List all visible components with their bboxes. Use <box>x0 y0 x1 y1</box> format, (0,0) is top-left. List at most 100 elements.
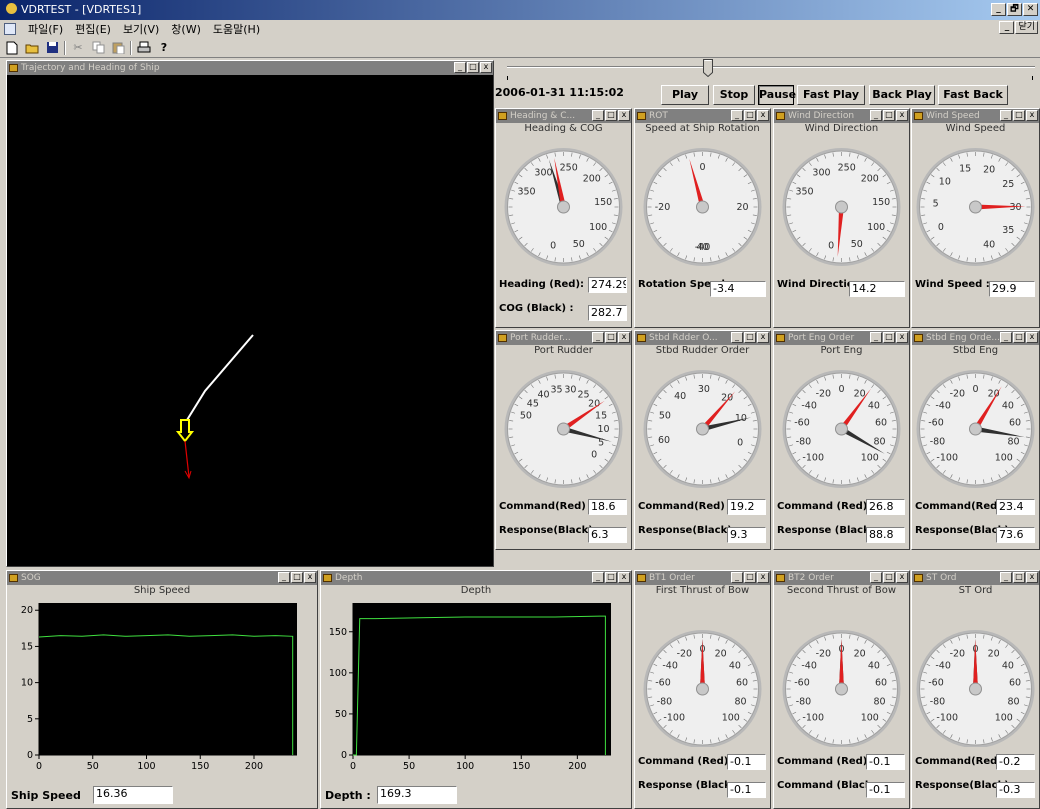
mdi-minimize-button[interactable]: _ <box>999 21 1015 34</box>
window-maximize-button[interactable]: □ <box>744 332 756 343</box>
document-icon[interactable] <box>4 23 16 35</box>
window-maximize-button[interactable]: □ <box>605 332 617 343</box>
gauge-label: Response(Black) <box>915 525 1009 536</box>
dial-tick <box>856 636 859 641</box>
dial-tick <box>816 734 819 739</box>
depth-window[interactable]: Depth _ □ x Depth 0 50 100 150 0 50 100 150 200 De… <box>320 570 632 809</box>
dial-tick-label: 50 <box>520 410 532 421</box>
gauge-window-stbdrudder[interactable]: Stbd Rdder O... _ □ x Stbd Rudder Order 30 40 5… <box>634 330 771 550</box>
window-minimize-button[interactable]: _ <box>454 62 466 73</box>
window-close-button[interactable]: x <box>618 572 630 583</box>
window-minimize-button[interactable]: _ <box>870 572 882 583</box>
menu-edit[interactable]: 편집(E) <box>75 23 111 36</box>
close-button[interactable]: ✕ <box>1023 3 1038 16</box>
window-maximize-button[interactable]: □ <box>883 572 895 583</box>
window-minimize-button[interactable]: _ <box>592 332 604 343</box>
open-folder-icon[interactable] <box>24 40 40 56</box>
window-minimize-button[interactable]: _ <box>1000 332 1012 343</box>
timeline-slider-thumb[interactable] <box>702 59 713 78</box>
gauge-window-st[interactable]: ST Ord_□xST Ord020406080100-100-80-60-40… <box>911 570 1040 809</box>
dial-tick <box>891 696 896 698</box>
dial-tick <box>1025 420 1030 422</box>
window-close-button[interactable]: x <box>896 110 908 121</box>
help-icon[interactable]: ? <box>160 41 168 54</box>
dial-tick-label: 100 <box>861 712 879 723</box>
gauge-window-rot[interactable]: ROT _ □ x Speed at Ship Rotation 0 20 40 -40 -20 R… <box>634 108 771 328</box>
window-maximize-button[interactable]: □ <box>883 110 895 121</box>
dial-tick <box>677 639 680 644</box>
menu-file[interactable]: 파일(F) <box>28 23 64 36</box>
dial-tick <box>1005 470 1009 474</box>
window-minimize-button[interactable]: _ <box>731 110 743 121</box>
trajectory-plot <box>7 75 493 566</box>
stop-button[interactable]: Stop <box>713 85 755 105</box>
window-minimize-button[interactable]: _ <box>870 110 882 121</box>
fast-back-button[interactable]: Fast Back <box>938 85 1008 105</box>
dial-tick <box>677 734 680 739</box>
dial-tick <box>983 634 985 639</box>
dial-hub <box>969 200 982 214</box>
window-minimize-button[interactable]: _ <box>592 572 604 583</box>
window-close-button[interactable]: x <box>304 572 316 583</box>
gauge-window-portrudder[interactable]: Port Rudder... _ □ x Port Rudder 25 30 35 40 45 50… <box>495 330 632 550</box>
save-icon[interactable] <box>44 40 60 56</box>
window-minimize-button[interactable]: _ <box>870 332 882 343</box>
dial-tick <box>1023 444 1028 447</box>
paste-icon[interactable] <box>110 40 126 56</box>
menu-view[interactable]: 보기(V) <box>122 23 160 36</box>
gauge-window-stbdeng[interactable]: Stbd Eng Orde... _ □ x Stbd Eng 0 20 40 60 80 100 -… <box>911 330 1040 550</box>
print-icon[interactable] <box>136 40 152 56</box>
dial-tick <box>958 737 961 742</box>
window-minimize-button[interactable]: _ <box>592 110 604 121</box>
window-maximize-button[interactable]: □ <box>291 572 303 583</box>
gauge-window-winddir[interactable]: Wind Direction _ □ x Wind Direction 150 200 250… <box>773 108 910 328</box>
window-maximize-button[interactable]: □ <box>744 110 756 121</box>
window-minimize-button[interactable]: _ <box>1000 572 1012 583</box>
window-close-button[interactable]: x <box>1026 572 1038 583</box>
window-close-button[interactable]: x <box>480 62 492 73</box>
window-maximize-button[interactable]: □ <box>467 62 479 73</box>
copy-icon[interactable] <box>90 40 106 56</box>
gauge-window-windspeed[interactable]: Wind Speed _ □ x Wind Speed 20 25 30 35 40 0 5 10 15 W… <box>911 108 1040 328</box>
mdi-close-button[interactable]: 닫기 <box>1015 21 1038 34</box>
window-minimize-button[interactable]: _ <box>278 572 290 583</box>
play-button[interactable]: Play <box>661 85 709 105</box>
window-maximize-button[interactable]: □ <box>744 572 756 583</box>
window-close-button[interactable]: x <box>757 110 769 121</box>
new-file-icon[interactable] <box>4 40 20 56</box>
back-play-button[interactable]: Back Play <box>869 85 935 105</box>
menu-help[interactable]: 도움말(H) <box>212 23 261 36</box>
window-close-button[interactable]: x <box>896 332 908 343</box>
window-maximize-button[interactable]: □ <box>1013 332 1025 343</box>
window-close-button[interactable]: x <box>1026 332 1038 343</box>
window-maximize-button[interactable]: □ <box>1013 572 1025 583</box>
gauge-window-heading[interactable]: Heading & C... _ □ x Heading & COG 150 200 250 3… <box>495 108 632 328</box>
window-minimize-button[interactable]: _ <box>731 332 743 343</box>
fast-play-button[interactable]: Fast Play <box>797 85 865 105</box>
cut-icon[interactable]: ✂ <box>73 41 83 54</box>
trajectory-window[interactable]: Trajectory and Heading of Ship _ □ x <box>6 60 494 567</box>
pause-button[interactable]: Pause <box>758 85 796 105</box>
minimize-button[interactable]: _ <box>991 3 1006 16</box>
window-maximize-button[interactable]: □ <box>1013 110 1025 121</box>
window-title: Heading & C... _ □ x <box>496 109 631 123</box>
menu-window[interactable]: 창(W) <box>171 23 201 36</box>
window-minimize-button[interactable]: _ <box>1000 110 1012 121</box>
restore-button[interactable]: 🗗 <box>1007 3 1022 16</box>
window-close-button[interactable]: x <box>1026 110 1038 121</box>
dial-tick <box>808 730 812 734</box>
window-close-button[interactable]: x <box>896 572 908 583</box>
window-maximize-button[interactable]: □ <box>605 110 617 121</box>
window-maximize-button[interactable]: □ <box>605 572 617 583</box>
window-close-button[interactable]: x <box>757 572 769 583</box>
window-close-button[interactable]: x <box>618 110 630 121</box>
window-close-button[interactable]: x <box>618 332 630 343</box>
timeline-track[interactable] <box>507 66 1035 68</box>
window-close-button[interactable]: x <box>757 332 769 343</box>
sog-window[interactable]: SOG _ □ x Ship Speed 0 5 10 15 20 0 50 100 150 200 … <box>6 570 318 809</box>
window-maximize-button[interactable]: □ <box>883 332 895 343</box>
window-minimize-button[interactable]: _ <box>731 572 743 583</box>
gauge-window-porteng[interactable]: Port Eng Order _ □ x Port Eng 0 20 40 60 80 100 -10… <box>773 330 910 550</box>
